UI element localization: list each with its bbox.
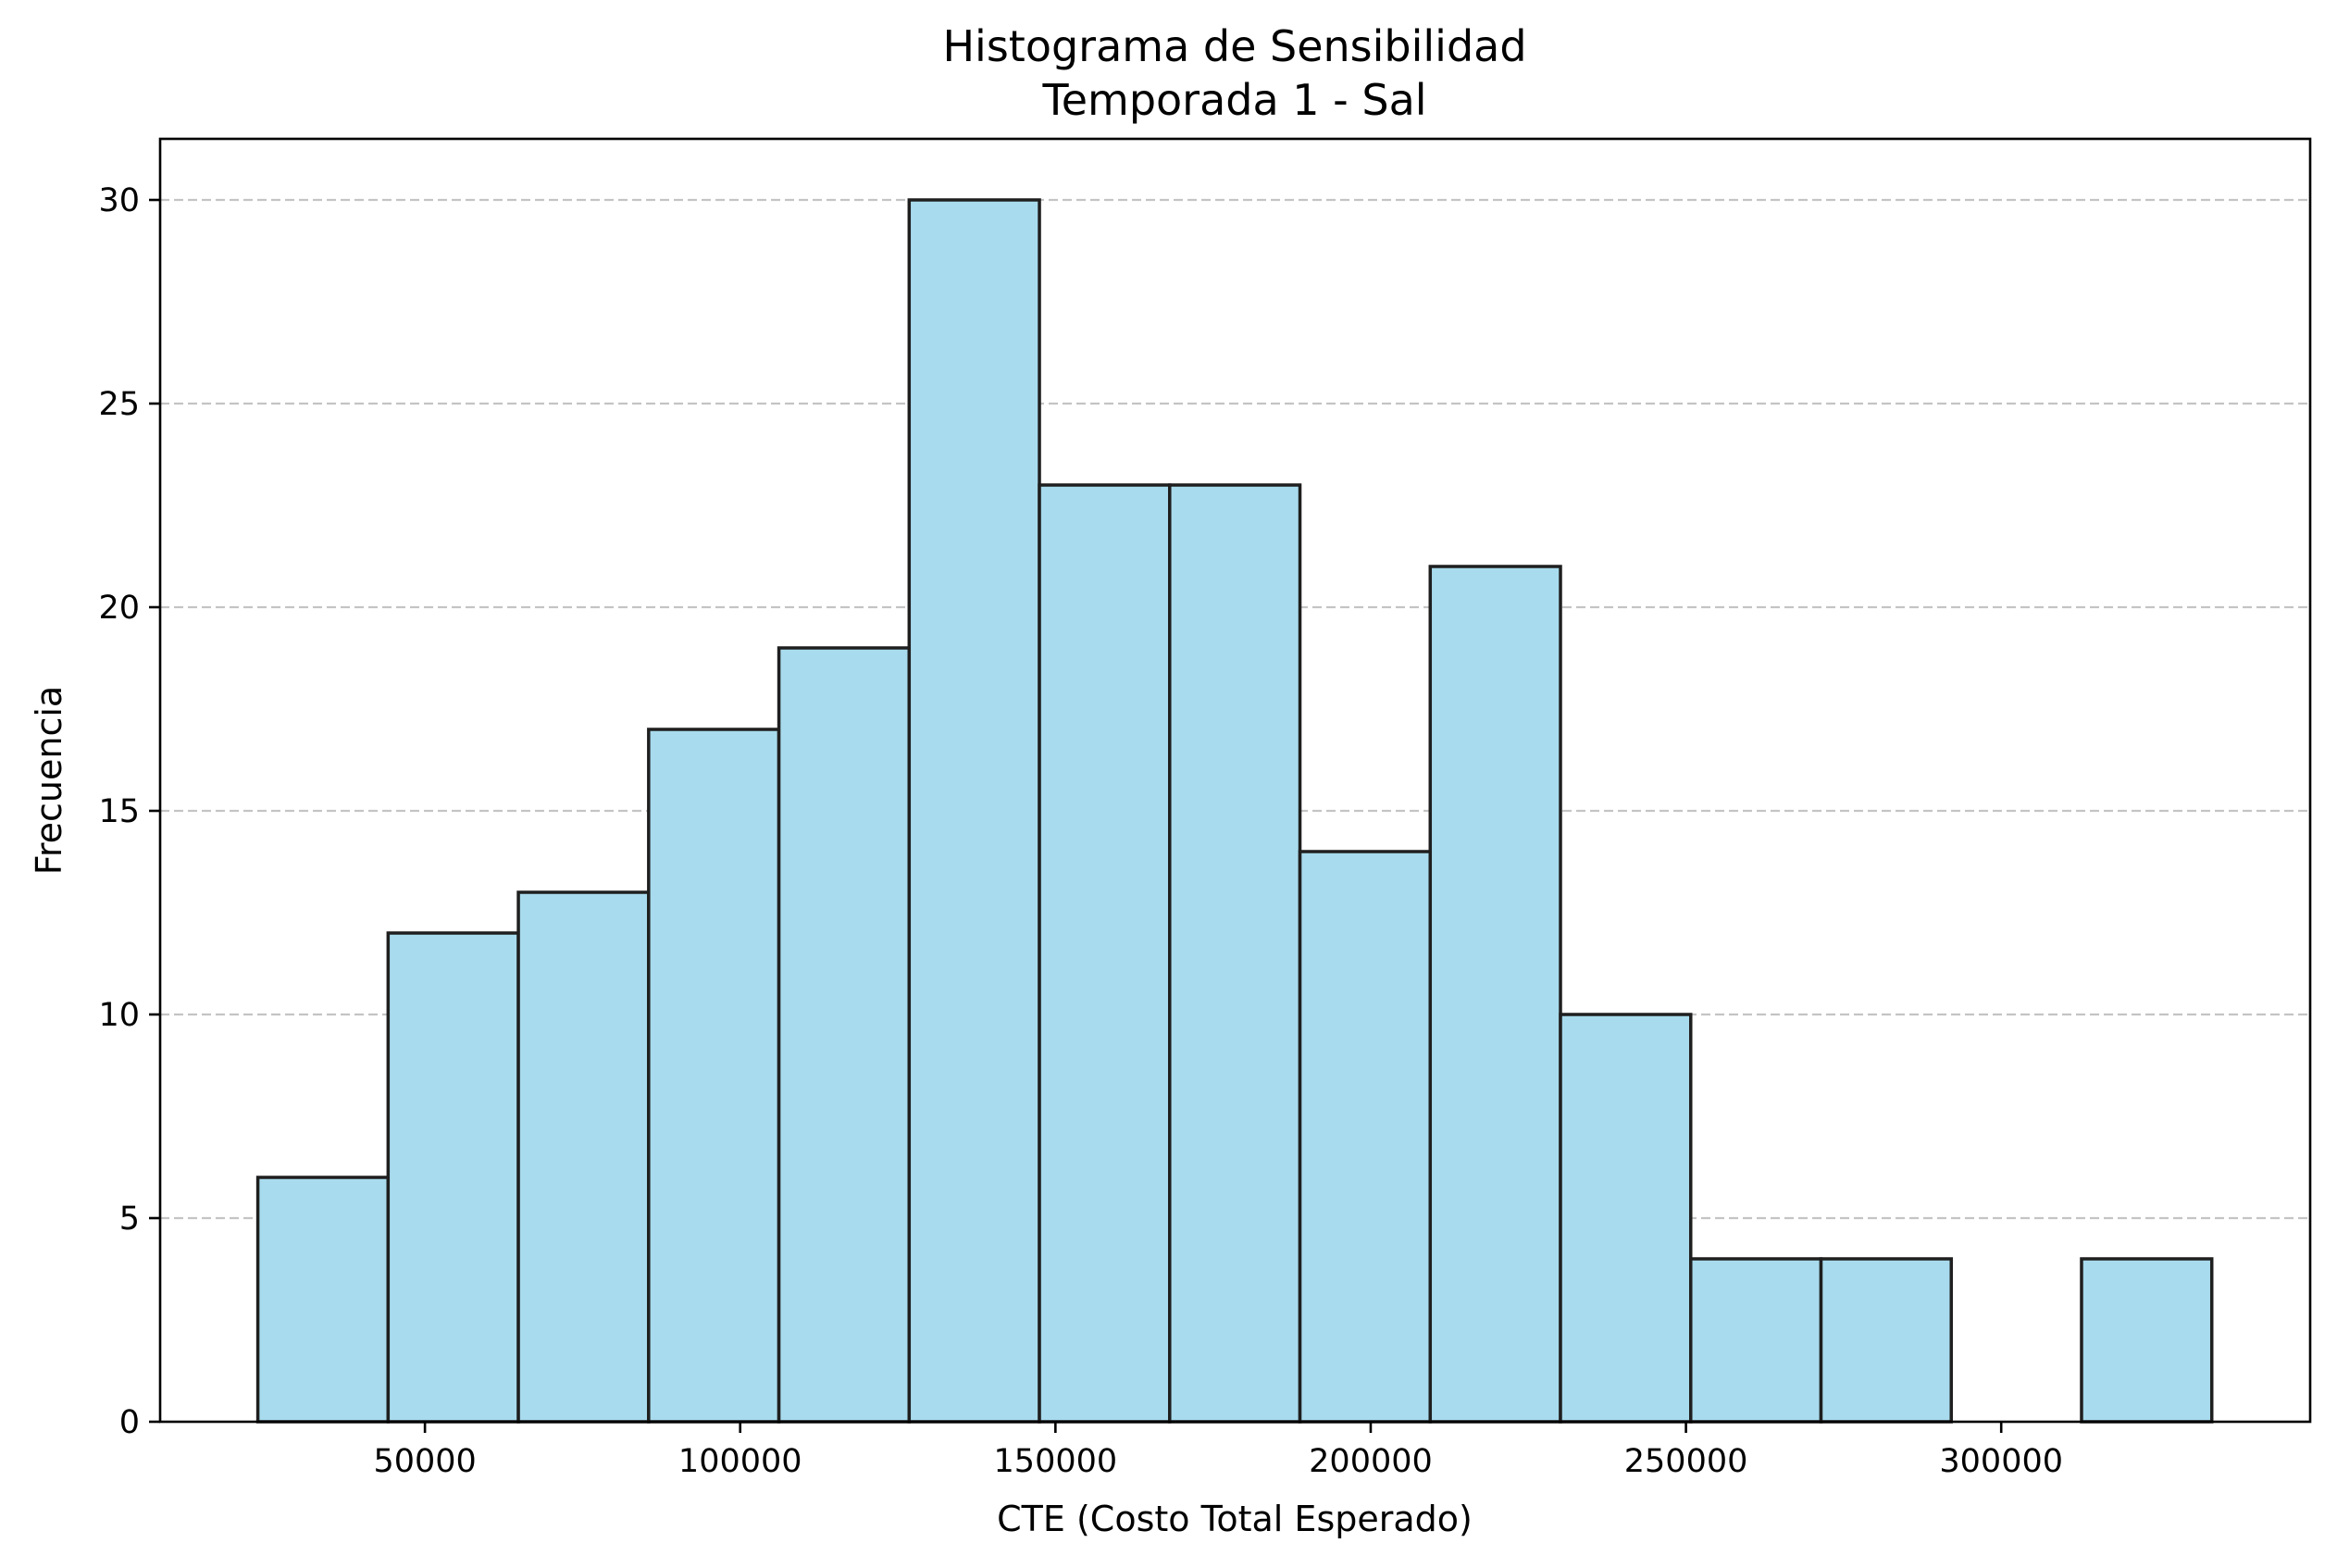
histogram-bar [255,1176,391,1424]
histogram-bar [1559,1013,1693,1424]
histogram-bar [2080,1257,2214,1424]
x-tick-label: 250000 [1624,1443,1748,1480]
x-tick-label: 150000 [994,1443,1118,1480]
x-tick-label: 300000 [1939,1443,2063,1480]
histogram-bar [1038,483,1172,1424]
y-tick-label: 10 [98,997,140,1034]
x-axis-ticks: 50000 100000 150000 200000 250000 300000 [373,1422,2063,1480]
histogram-bar [1298,850,1433,1424]
chart-subtitle: Temporada 1 - Sal [1041,75,1426,125]
histogram-bars [255,198,2214,1424]
histogram-bar [1168,483,1302,1424]
histogram-bar [907,198,1041,1424]
histogram-bar [1819,1257,1953,1424]
histogram-bar [777,646,912,1424]
chart-title: Histograma de Sensibilidad [942,21,1526,71]
x-axis-label: CTE (Costo Total Esperado) [997,1499,1473,1539]
y-tick-label: 25 [98,386,140,423]
histogram-bar [516,890,651,1424]
y-tick-label: 20 [98,590,140,627]
histogram-bar [1428,565,1562,1424]
y-tick-label: 30 [98,182,140,219]
y-axis-label: Frecuencia [29,686,69,875]
histogram-bar [647,728,781,1424]
y-axis-ticks: 0 5 10 15 20 25 30 [98,182,160,1441]
y-tick-label: 5 [119,1201,140,1238]
y-tick-label: 0 [119,1404,140,1441]
histogram-bar [386,931,520,1424]
plot-frame [158,137,2312,1424]
histogram-bar [1689,1257,1823,1424]
x-tick-label: 200000 [1309,1443,1433,1480]
x-tick-label: 50000 [373,1443,476,1480]
x-tick-label: 100000 [678,1443,802,1480]
y-tick-label: 15 [98,793,140,830]
